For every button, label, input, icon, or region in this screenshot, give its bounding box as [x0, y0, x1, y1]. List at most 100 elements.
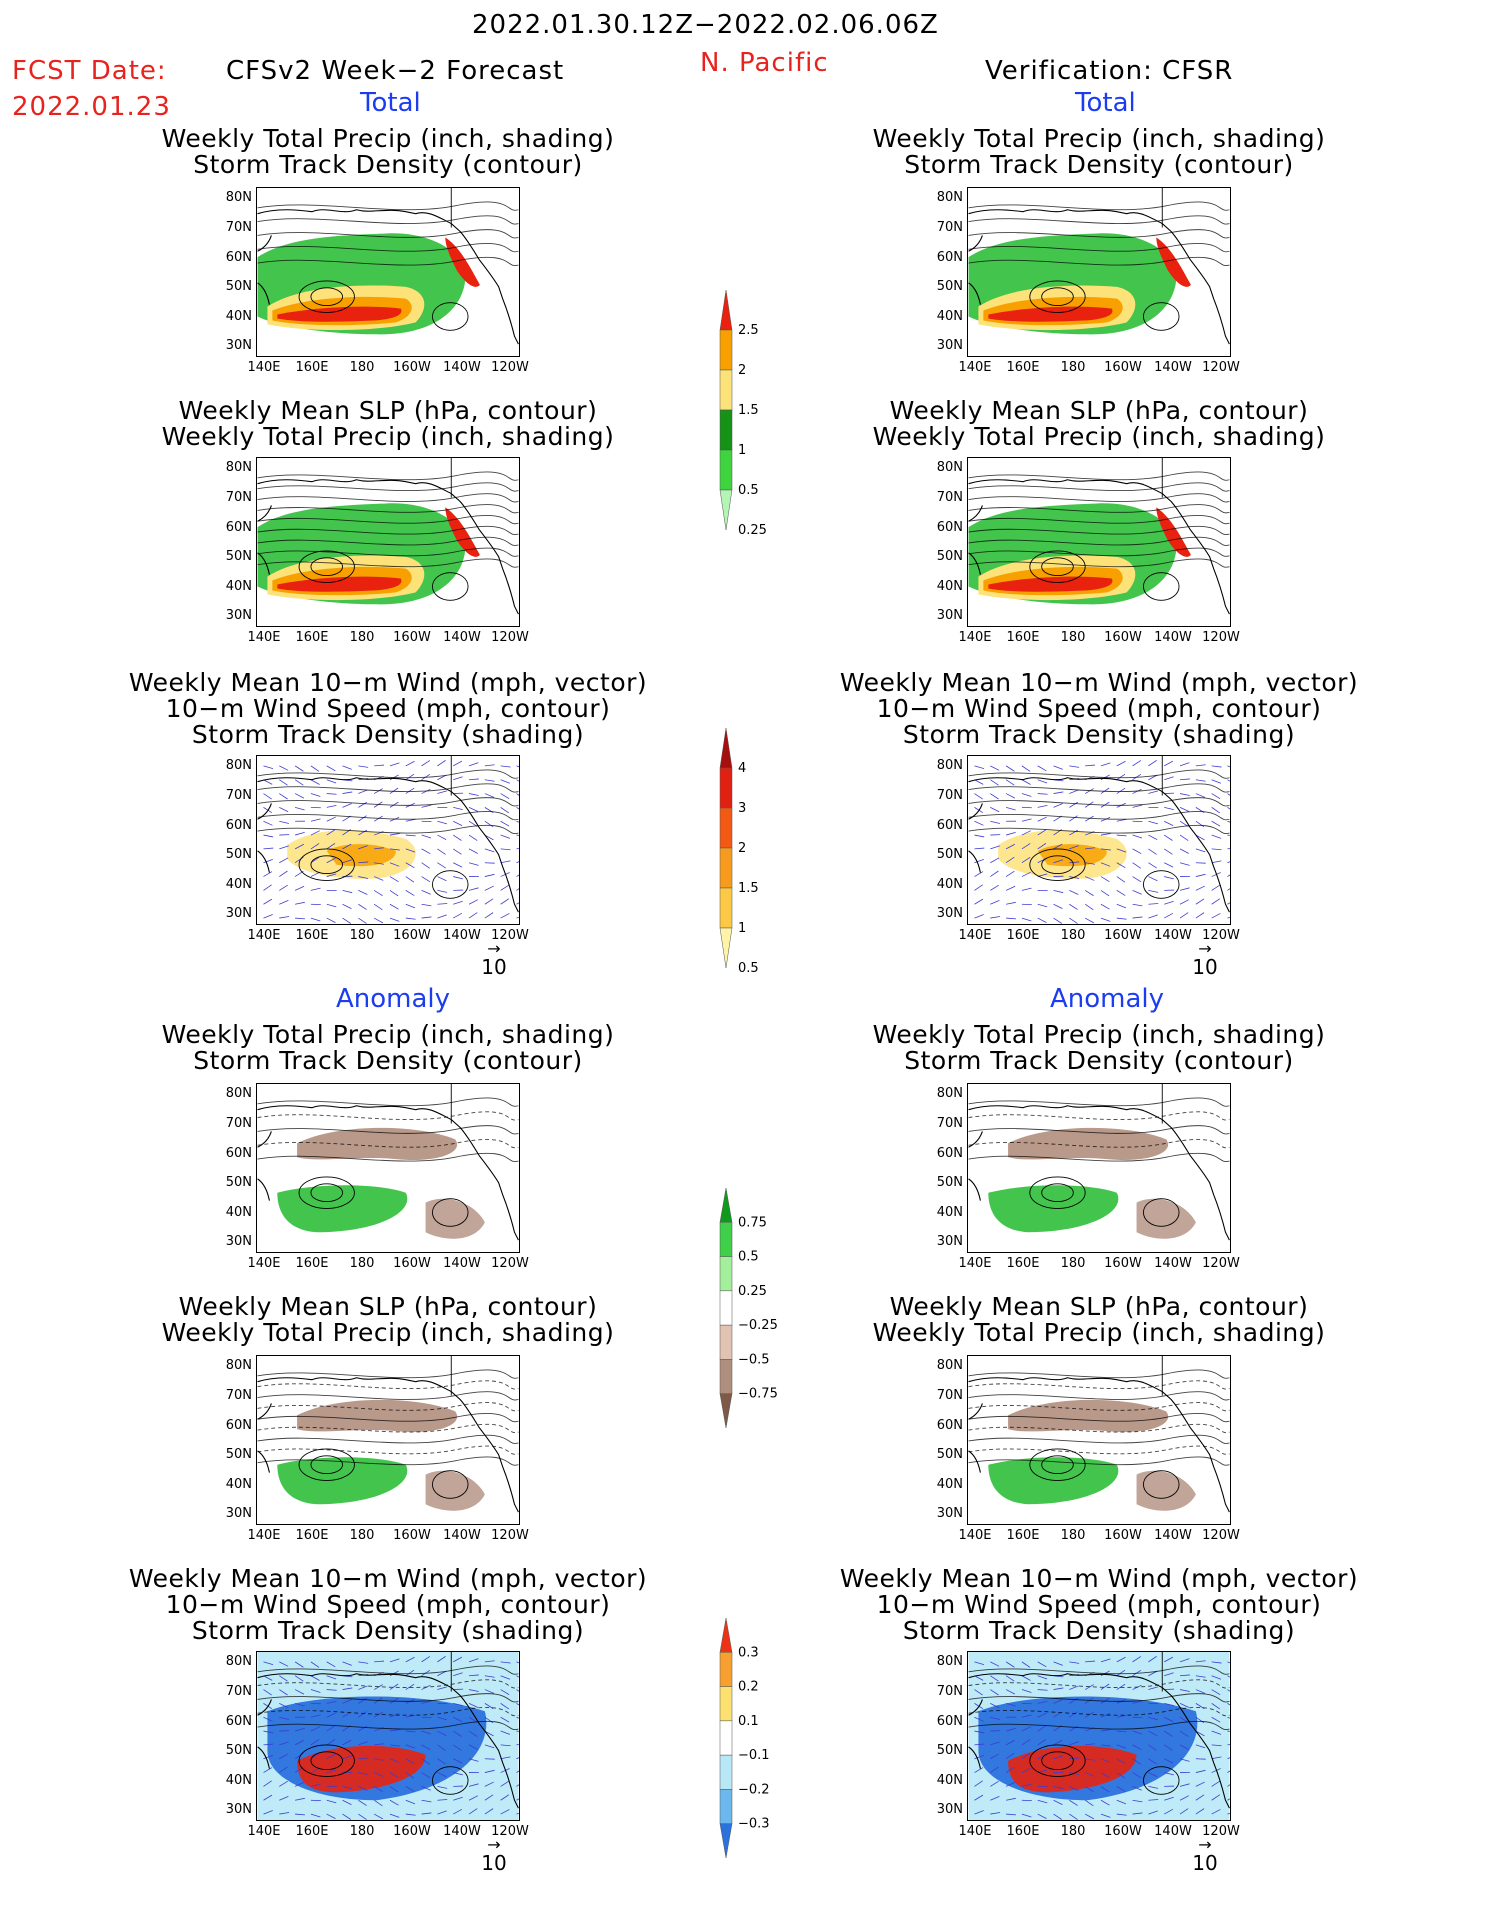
colorbar-label: −0.3 — [738, 1817, 770, 1832]
lat-label: 70N — [936, 1684, 963, 1699]
map-plot — [968, 1084, 1230, 1241]
lon-label: 160W — [1104, 1256, 1142, 1271]
lat-label: 50N — [225, 279, 252, 294]
lat-label: 60N — [225, 1418, 252, 1433]
lon-label: 140E — [247, 360, 281, 375]
map-plot — [968, 1356, 1230, 1513]
panel-title: Weekly Mean SLP (hPa, contour) Weekly Tot… — [116, 398, 660, 450]
lat-label: 50N — [936, 1447, 963, 1462]
lon-label: 140E — [247, 1824, 281, 1839]
colorbar-swatch — [719, 489, 733, 531]
lon-label: 160E — [295, 928, 329, 943]
lon-label: 160W — [1104, 360, 1142, 375]
lon-label: 120W — [491, 1528, 529, 1543]
lon-label: 180 — [349, 928, 375, 943]
lon-label: 140E — [958, 1256, 992, 1271]
map-panel — [967, 1355, 1231, 1525]
colorbar-label: 4 — [738, 761, 746, 776]
lat-label: 50N — [936, 847, 963, 862]
map-panel — [256, 755, 520, 925]
lat-label: 80N — [936, 1358, 963, 1373]
lat-label: 60N — [225, 250, 252, 265]
map-plot — [257, 458, 519, 615]
map-plot — [257, 1652, 519, 1820]
lat-label: 60N — [936, 818, 963, 833]
panel-title-line: Weekly Total Precip (inch, shading) — [161, 124, 615, 153]
panel-title-line: 10−m Wind Speed (mph, contour) — [165, 1590, 611, 1619]
lon-label: 120W — [491, 1824, 529, 1839]
lon-label: 140W — [443, 630, 481, 645]
panel-title-line: Weekly Mean 10−m Wind (mph, vector) — [128, 1564, 648, 1593]
panel-title-line: Storm Track Density (shading) — [902, 1616, 1296, 1645]
colorbar-swatch — [719, 1823, 733, 1859]
lon-label: 140W — [443, 1824, 481, 1839]
colorbar-label: 0.5 — [738, 1250, 759, 1265]
colorbar-label: 1.5 — [738, 881, 759, 896]
colorbar-label: 0.3 — [738, 1645, 759, 1660]
lat-label: 80N — [936, 190, 963, 205]
lon-label: 180 — [1060, 1528, 1086, 1543]
panel-title-line: Storm Track Density (shading) — [191, 1616, 585, 1645]
lon-axis: 140E 160E 180 160W 140W 120W — [247, 630, 528, 646]
lat-label: 50N — [225, 847, 252, 862]
lat-label: 50N — [936, 279, 963, 294]
panel-title-line: Storm Track Density (contour) — [193, 150, 583, 179]
colorbar-swatch — [719, 1256, 733, 1292]
lat-label: 70N — [936, 220, 963, 235]
lat-label: 30N — [936, 338, 963, 353]
lon-label: 160W — [1104, 928, 1142, 943]
lat-label: 40N — [936, 1773, 963, 1788]
lon-label: 120W — [491, 630, 529, 645]
lat-label: 30N — [225, 608, 252, 623]
lat-label: 70N — [936, 788, 963, 803]
colorbar-swatch — [719, 1789, 733, 1824]
panel-title-line: 10−m Wind Speed (mph, contour) — [876, 694, 1322, 723]
lat-label: 70N — [936, 1388, 963, 1403]
lat-label: 40N — [225, 1205, 252, 1220]
lat-label: 40N — [225, 1477, 252, 1492]
lat-label: 60N — [225, 1714, 252, 1729]
lat-label: 70N — [225, 220, 252, 235]
panel-title: Weekly Mean 10−m Wind (mph, vector) 10−m … — [827, 670, 1371, 748]
lat-label: 30N — [936, 608, 963, 623]
colorbar-swatch — [719, 289, 733, 331]
lon-label: 180 — [1060, 1256, 1086, 1271]
colorbar-label: 1 — [738, 443, 746, 458]
lon-label: 160E — [295, 630, 329, 645]
map-plot — [968, 458, 1230, 615]
lon-label: 140W — [1154, 630, 1192, 645]
colorbar-swatch — [719, 887, 733, 929]
lon-label: 120W — [1202, 928, 1240, 943]
panel-title-line: Weekly Total Precip (inch, shading) — [872, 124, 1326, 153]
lat-label: 60N — [936, 520, 963, 535]
lat-label: 70N — [225, 788, 252, 803]
lat-label: 40N — [936, 1205, 963, 1220]
colorbar-swatch — [719, 727, 733, 769]
lon-label: 160W — [1104, 1824, 1142, 1839]
vector-arrow-icon: → — [487, 1835, 501, 1854]
panel-title: Weekly Total Precip (inch, shading) Storm… — [827, 126, 1371, 178]
lat-label: 80N — [225, 1086, 252, 1101]
panel-title: Weekly Total Precip (inch, shading) Storm… — [116, 1022, 660, 1074]
colorbar-swatch — [719, 1686, 733, 1722]
lon-label: 140E — [247, 928, 281, 943]
lat-label: 50N — [225, 549, 252, 564]
lon-label: 160E — [1006, 1256, 1040, 1271]
lon-label: 120W — [1202, 360, 1240, 375]
lon-label: 140W — [443, 928, 481, 943]
colorbar-label: 2 — [738, 841, 746, 856]
panel-title-line: Weekly Mean SLP (hPa, contour) — [178, 1292, 598, 1321]
colorbar-swatch — [719, 1359, 733, 1394]
colorbar-swatch — [719, 1652, 733, 1687]
lon-axis: 140E 160E 180 160W 140W 120W — [247, 928, 528, 944]
fcst-date-label: FCST Date: — [12, 56, 167, 86]
lon-label: 160W — [393, 1824, 431, 1839]
lon-label: 120W — [491, 360, 529, 375]
colorbar-swatch — [719, 1324, 733, 1360]
section-anomaly-left: Anomaly — [336, 984, 451, 1014]
lat-label: 40N — [936, 877, 963, 892]
section-total-right: Total — [1075, 88, 1136, 118]
lon-label: 160E — [1006, 1824, 1040, 1839]
colorbar-swatch — [719, 807, 733, 849]
forecast-title: CFSv2 Week−2 Forecast — [226, 56, 565, 86]
